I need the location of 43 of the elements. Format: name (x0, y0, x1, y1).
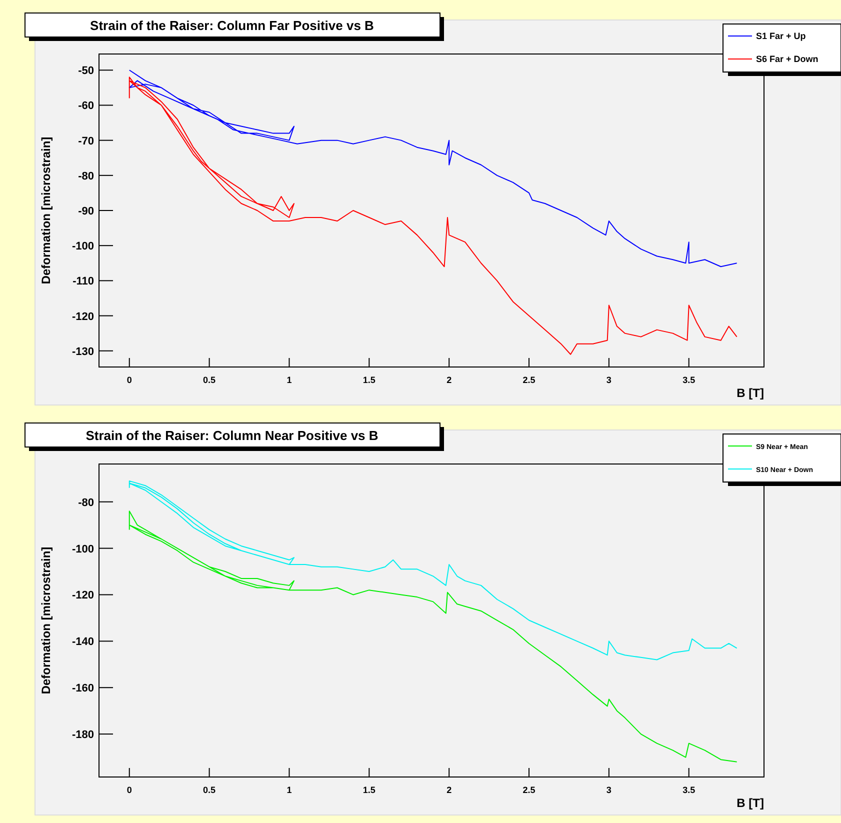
y-axis-title: Deformation [microstrain] (39, 136, 53, 284)
legend-label: S1 Far + Up (756, 31, 806, 41)
x-tick-label: 1.5 (362, 785, 376, 795)
line-series (128, 480, 738, 660)
x-axis-title: B [T] (736, 386, 764, 400)
y-tick-label: -120 (72, 310, 94, 323)
x-tick-label: 2 (446, 785, 452, 795)
y-tick-label: -110 (72, 276, 94, 288)
x-axis-title: B [T] (736, 796, 764, 810)
y-tick-label: -100 (72, 543, 94, 556)
x-tick-label: 2.5 (522, 785, 536, 795)
x-tick-label: 1 (286, 785, 292, 795)
x-tick-label: 1 (286, 375, 292, 385)
y-tick-label: -160 (72, 682, 94, 695)
x-tick-label: 2.5 (522, 375, 536, 385)
y-tick-label: -60 (78, 100, 94, 112)
legend-label: S6 Far + Down (756, 54, 818, 64)
x-tick-label: 3 (606, 785, 612, 795)
chart-title: Strain of the Raiser: Column Far Positive vs B (90, 18, 374, 33)
y-axis-title: Deformation [microstrain] (39, 546, 53, 694)
y-tick-label: -50 (78, 65, 94, 78)
y-tick-label: -100 (72, 240, 94, 253)
x-tick-label: 3.5 (682, 785, 696, 795)
y-tick-label: -130 (72, 346, 94, 358)
y-tick-label: -140 (72, 636, 94, 648)
x-tick-label: 0 (126, 375, 132, 385)
line-series (128, 510, 738, 762)
x-tick-label: 0.5 (203, 375, 216, 385)
y-tick-label: -180 (72, 729, 94, 742)
y-tick-label: -70 (78, 135, 94, 148)
x-tick-label: 0 (126, 785, 132, 795)
y-tick-label: -90 (78, 206, 94, 218)
line-series (128, 76, 738, 355)
x-tick-label: 0.5 (203, 785, 216, 795)
y-tick-label: -80 (78, 170, 94, 182)
line-series (128, 70, 738, 268)
x-tick-label: 2 (446, 375, 452, 385)
y-tick-label: -120 (72, 590, 94, 602)
x-tick-label: 3 (606, 375, 612, 385)
y-tick-label: -80 (78, 496, 94, 509)
x-tick-label: 3.5 (682, 375, 696, 385)
chart-title: Strain of the Raiser: Column Near Positive vs B (86, 428, 378, 443)
x-tick-label: 1.5 (362, 375, 376, 385)
